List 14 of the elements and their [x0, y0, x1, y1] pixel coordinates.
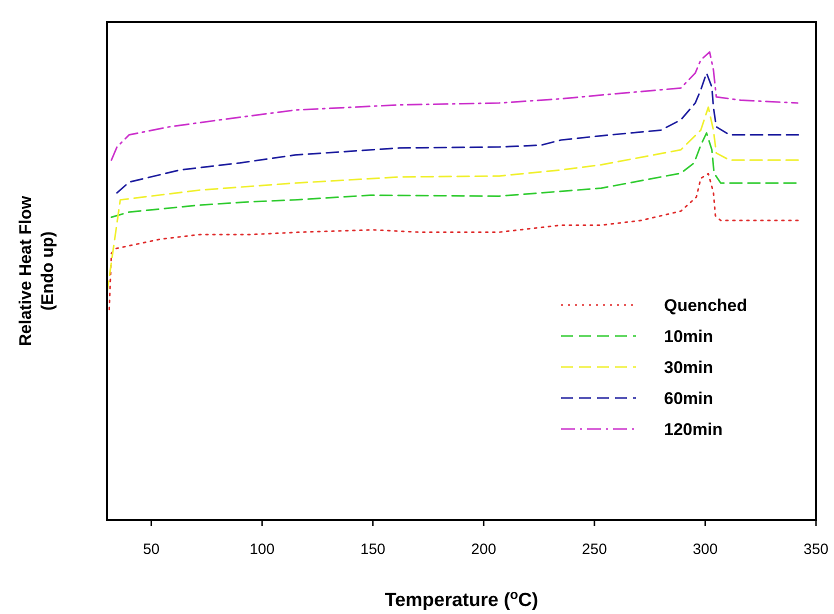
x-tick-label: 150 — [360, 541, 386, 558]
x-tick-label: 250 — [582, 541, 607, 558]
x-tick-label: 350 — [803, 541, 829, 558]
x-tick-label: 100 — [250, 541, 275, 558]
x-tick-label: 50 — [142, 541, 160, 558]
legend-label: 30min — [664, 358, 714, 377]
legend-label: 120min — [664, 420, 723, 439]
legend-label: 10min — [664, 327, 714, 346]
x-tick-label: 300 — [692, 541, 718, 558]
y-axis-title: Relative Heat Flow (Endo up) — [16, 195, 57, 346]
x-axis-title: Temperature ($^{o}$C) — [384, 586, 538, 611]
legend-label: 60min — [664, 389, 714, 408]
x-tick-label: 200 — [471, 541, 496, 558]
legend-label: Quenched — [664, 296, 748, 315]
